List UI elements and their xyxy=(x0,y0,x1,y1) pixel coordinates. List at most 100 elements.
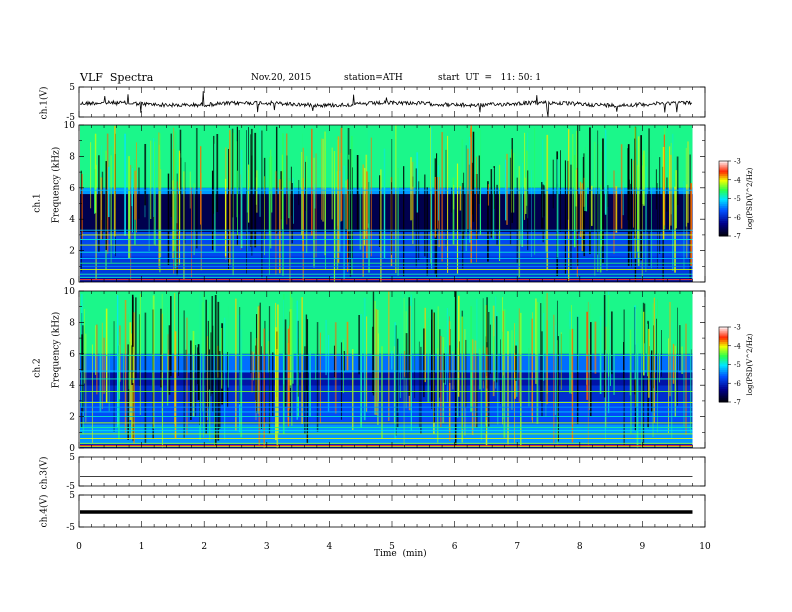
colorbar-segment xyxy=(719,222,728,226)
colorbar-tick-label: -7 xyxy=(734,233,741,241)
y-tick-label: 5 xyxy=(69,83,75,93)
colorbar-segment xyxy=(719,219,728,222)
ch1-voltage-axis-label: ch.1(V) xyxy=(39,86,50,120)
colorbar-segment xyxy=(719,379,728,382)
x-tick-label: 0 xyxy=(76,542,82,552)
colorbar-tick-label: -6 xyxy=(734,214,741,222)
colorbar-segment xyxy=(719,332,728,335)
colorbar-segment xyxy=(719,207,728,211)
colorbar-segment xyxy=(719,232,728,235)
ch3-voltage-axis-label: ch.3(V) xyxy=(39,456,50,490)
y-tick-label: 4 xyxy=(69,381,75,391)
colorbar-segment xyxy=(719,172,728,175)
panel-2: -3 -4 -5 -6 -7 log(PSD(V^2/Hz) 0 2 4 6 8 10 xyxy=(64,121,754,288)
colorbar-segment xyxy=(719,187,728,190)
colorbar-tick-label: -4 xyxy=(734,342,741,350)
colorbar-segment xyxy=(719,217,728,220)
colorbar-segment xyxy=(719,174,728,177)
x-tick-label: 5 xyxy=(389,542,395,552)
colorbar-segment xyxy=(719,349,728,352)
y-tick-label: 10 xyxy=(64,287,76,297)
panel-4: 5 -5 xyxy=(66,453,706,492)
ch1-spectrogram-channel-label: ch.1 xyxy=(32,193,43,213)
y-tick-label: -5 xyxy=(66,523,75,533)
colorbar-segment xyxy=(719,381,728,384)
colorbar-segment xyxy=(719,162,728,166)
colorbar-segment xyxy=(719,342,728,345)
y-tick-label: 4 xyxy=(69,215,75,225)
colorbar-tick-label: -4 xyxy=(734,176,741,184)
colorbar-segment xyxy=(719,206,728,209)
colorbar-segment xyxy=(719,224,728,228)
start-time-label: start UT = 11: 50: 1 xyxy=(438,73,542,83)
x-tick-label: 2 xyxy=(201,542,207,552)
spectrogram-band xyxy=(80,400,693,425)
y-tick-label: 2 xyxy=(69,413,75,423)
colorbar-segment xyxy=(719,168,728,171)
colorbar-segment xyxy=(719,394,728,397)
y-tick-label: 10 xyxy=(64,121,76,131)
y-tick-label: 6 xyxy=(69,350,75,360)
ch4-voltage-axis-label: ch.4(V) xyxy=(39,494,50,528)
colorbar-segment xyxy=(719,388,728,392)
colorbar-segment xyxy=(719,340,728,343)
colorbar-segment xyxy=(719,328,728,332)
y-tick-label: 0 xyxy=(69,444,75,454)
colorbar-segment xyxy=(719,202,728,205)
colorbar-segment xyxy=(719,177,728,181)
colorbar-tick-label: -3 xyxy=(734,324,741,332)
colorbar-segment xyxy=(719,373,728,377)
station-label: station=ATH xyxy=(344,73,403,83)
colorbar-segment xyxy=(719,234,728,237)
colorbar-segment xyxy=(719,194,728,198)
colorbar-segment xyxy=(719,368,728,371)
y-tick-label: 0 xyxy=(69,278,75,288)
y-tick-label: 5 xyxy=(69,491,75,501)
x-tick-label: 9 xyxy=(640,542,646,552)
y-tick-label: 8 xyxy=(69,152,75,162)
panel-3: -3 -4 -5 -6 -7 log(PSD(V^2/Hz) 0 2 4 6 8 10 xyxy=(64,287,754,454)
colorbar-segment xyxy=(719,230,728,233)
colorbar-segment xyxy=(719,357,728,360)
colorbar-segment xyxy=(719,198,728,201)
x-tick-label: 6 xyxy=(452,542,458,552)
colorbar-tick-label: -5 xyxy=(734,361,741,369)
colorbar-segment xyxy=(719,183,728,186)
colorbar-segment xyxy=(719,204,728,207)
spectrogram-band xyxy=(80,353,693,373)
colorbar-segment xyxy=(719,213,728,216)
colorbar-segment xyxy=(719,179,728,183)
colorbar-segment xyxy=(719,196,728,199)
colorbar-segment xyxy=(719,338,728,341)
y-tick-label: 6 xyxy=(69,184,75,194)
y-tick-label: -5 xyxy=(66,113,75,123)
colorbar-segment xyxy=(719,347,728,350)
spectrogram-band xyxy=(80,187,693,195)
ch1-voltage-trace xyxy=(79,91,693,117)
ch2-frequency-axis-label: Frequency (kHz) xyxy=(51,311,62,389)
colorbar-segment xyxy=(719,334,728,337)
colorbar-segment xyxy=(719,211,728,214)
colorbar-segment xyxy=(719,221,728,224)
colorbar-segment xyxy=(719,336,728,339)
colorbar-segment xyxy=(719,215,728,218)
colorbar-segment xyxy=(719,358,728,362)
colorbar-segment xyxy=(719,396,728,399)
colorbar-segment xyxy=(719,351,728,354)
colorbar-label: log(PSD(V^2/Hz) xyxy=(746,167,754,229)
colorbar-segment xyxy=(719,228,728,231)
colorbar-tick-label: -3 xyxy=(734,158,741,166)
colorbar-segment xyxy=(719,385,728,388)
colorbar-segment xyxy=(719,366,728,369)
y-tick-label: 5 xyxy=(69,453,75,463)
colorbar-segment xyxy=(719,360,728,364)
colorbar-tick-label: -5 xyxy=(734,195,741,203)
x-tick-label: 3 xyxy=(264,542,270,552)
colorbar-segment xyxy=(719,181,728,184)
y-tick-label: 8 xyxy=(69,318,75,328)
x-tick-label: 8 xyxy=(577,542,583,552)
colorbar-tick-label: -6 xyxy=(734,380,741,388)
panel-1: 5 -5 xyxy=(66,83,706,123)
colorbar-segment xyxy=(719,343,728,347)
colorbar-segment xyxy=(719,390,728,394)
